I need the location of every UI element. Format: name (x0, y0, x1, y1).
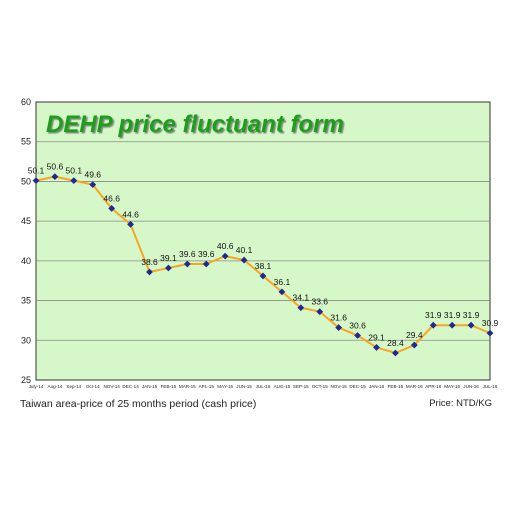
markers (32, 173, 494, 357)
y-tick-label: 40 (21, 256, 31, 266)
x-tick-label: JUL-15 (256, 384, 271, 389)
x-tick-label: SEP-15 (293, 384, 309, 389)
data-labels: 50.1 50.6 50.1 49.646.644.638.6 39.1 39.6 39.6… (28, 162, 499, 348)
y-tick-label: 25 (21, 375, 31, 385)
y-tick-label: 55 (21, 137, 31, 147)
x-tick-label: APR-16 (425, 384, 442, 389)
data-label: 44.6 (122, 209, 139, 219)
x-tick-label: JAN-16 (369, 384, 385, 389)
x-tick-label: NOV-15 (330, 384, 347, 389)
x-tick-label: Sep-14 (66, 384, 81, 389)
data-label: 28.4 (387, 338, 404, 348)
data-label: 38.6 (141, 257, 158, 267)
data-label: 40.1 (236, 245, 253, 255)
chart: 25 30 35 40 45 50 55 60 July-14 Aug-14 Sep-14 Oct-… (21, 97, 499, 389)
data-point (165, 264, 172, 272)
data-point (183, 260, 191, 268)
unit-label: Price: NTD/KG (429, 398, 492, 409)
data-label: 46.6 (103, 193, 120, 203)
y-axis: 25 30 35 40 45 50 55 60 (21, 97, 31, 385)
y-tick-label: 60 (21, 97, 31, 107)
data-label: 33.6 (311, 297, 328, 307)
x-tick-label: DEC-14 (122, 384, 139, 389)
data-label: 29.4 (406, 330, 423, 340)
data-label: 31.9 (463, 310, 480, 320)
x-tick-label: AUG-15 (274, 384, 291, 389)
chart-caption: Taiwan area-price of 25 months period (c… (20, 398, 257, 410)
data-point (335, 324, 343, 331)
chart-title: DEHP price fluctuant form (46, 111, 344, 138)
data-label: 30.9 (482, 318, 499, 328)
x-tick-label: Aug-14 (48, 384, 63, 389)
gridlines (36, 141, 490, 341)
plot-area (35, 101, 491, 381)
y-tick-label: 45 (21, 216, 31, 226)
data-label: 36.1 (274, 277, 291, 287)
data-point (278, 288, 286, 296)
data-label: 34.1 (293, 293, 310, 303)
x-tick-label: MAY-15 (217, 384, 233, 389)
data-label: 39.6 (179, 249, 196, 259)
data-point (316, 308, 324, 316)
y-tick-label: 35 (21, 296, 31, 306)
data-label: 31.6 (330, 313, 347, 323)
data-label: 31.9 (425, 310, 442, 320)
y-tick-label: 50 (21, 176, 31, 186)
x-tick-label: FEB-16 (388, 384, 404, 389)
x-tick-label: MAR-16 (406, 384, 423, 389)
data-point (448, 321, 456, 329)
x-tick-label: JUN-15 (236, 384, 252, 389)
data-label: 30.6 (349, 321, 366, 331)
data-label: 50.1 (66, 166, 83, 176)
data-label: 50.6 (47, 162, 64, 172)
data-label: 40.6 (217, 241, 234, 251)
data-point (127, 220, 134, 228)
x-tick-label: JUL-16 (483, 384, 498, 389)
data-point (89, 181, 97, 188)
x-tick-label: MAY-16 (444, 384, 460, 389)
data-label: 29.1 (368, 332, 385, 342)
x-axis: July-14 Aug-14 Sep-14 Oct-14 NOV-14 DEC-14 JAN… (29, 384, 498, 389)
x-tick-label: July-14 (29, 384, 44, 389)
data-point (202, 260, 210, 268)
data-point (259, 272, 267, 280)
data-label: 39.1 (160, 253, 177, 263)
x-tick-label: JAN-15 (142, 384, 158, 389)
data-point (240, 256, 248, 264)
data-point (221, 252, 229, 260)
data-point (392, 349, 399, 357)
data-point (429, 321, 437, 329)
data-point (70, 177, 78, 185)
x-tick-label: FEB-15 (161, 384, 177, 389)
x-tick-label: DEC-15 (349, 384, 366, 389)
y-tick-label: 30 (21, 335, 31, 345)
x-tick-label: JUN-16 (463, 384, 479, 389)
data-label: 31.9 (444, 310, 461, 320)
data-point (486, 329, 494, 337)
data-label: 50.1 (28, 166, 45, 176)
x-tick-label: OCT-15 (312, 384, 329, 389)
x-tick-label: MAR-15 (179, 384, 196, 389)
data-label: 38.1 (255, 261, 272, 271)
data-label: 49.6 (84, 170, 101, 180)
x-tick-label: Oct-14 (86, 384, 100, 389)
data-point (146, 268, 153, 276)
x-tick-label: NOV-14 (103, 384, 120, 389)
data-label: 39.6 (198, 249, 215, 259)
x-tick-label: APL-15 (199, 384, 215, 389)
